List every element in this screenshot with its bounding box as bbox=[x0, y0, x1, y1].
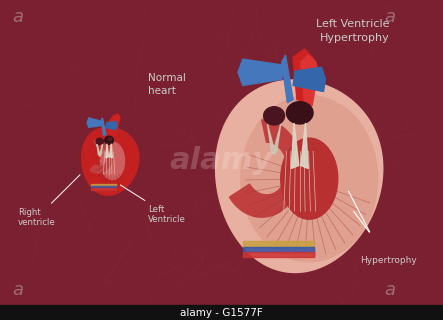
Polygon shape bbox=[241, 96, 377, 262]
Text: a: a bbox=[12, 8, 23, 26]
Polygon shape bbox=[243, 252, 314, 257]
Polygon shape bbox=[243, 242, 314, 247]
Polygon shape bbox=[291, 123, 299, 169]
Ellipse shape bbox=[264, 107, 284, 125]
Text: a: a bbox=[385, 281, 396, 299]
Polygon shape bbox=[113, 114, 120, 136]
Polygon shape bbox=[282, 55, 293, 103]
Polygon shape bbox=[97, 144, 100, 156]
Polygon shape bbox=[273, 124, 281, 154]
Polygon shape bbox=[229, 120, 302, 217]
Polygon shape bbox=[92, 184, 116, 186]
Polygon shape bbox=[109, 118, 115, 137]
Text: Left Ventricle
Hypertrophy: Left Ventricle Hypertrophy bbox=[316, 19, 390, 43]
Polygon shape bbox=[92, 188, 116, 189]
Polygon shape bbox=[281, 138, 338, 219]
Polygon shape bbox=[87, 118, 102, 127]
Polygon shape bbox=[106, 122, 117, 130]
Polygon shape bbox=[82, 127, 139, 195]
Text: Left
Ventricle: Left Ventricle bbox=[120, 185, 186, 224]
Polygon shape bbox=[99, 144, 102, 156]
Polygon shape bbox=[293, 67, 326, 92]
Text: alamy: alamy bbox=[169, 146, 273, 174]
Polygon shape bbox=[301, 123, 308, 169]
Text: alamy - G1577F: alamy - G1577F bbox=[179, 308, 262, 317]
Text: Hypertrophy: Hypertrophy bbox=[360, 256, 417, 265]
Polygon shape bbox=[301, 55, 318, 106]
Polygon shape bbox=[268, 124, 276, 154]
Text: a: a bbox=[12, 281, 23, 299]
Polygon shape bbox=[216, 80, 383, 273]
Ellipse shape bbox=[109, 138, 112, 140]
Polygon shape bbox=[110, 144, 113, 158]
Polygon shape bbox=[89, 140, 113, 173]
Text: Normal
heart: Normal heart bbox=[148, 73, 186, 96]
Polygon shape bbox=[101, 118, 106, 136]
Polygon shape bbox=[100, 142, 124, 180]
Polygon shape bbox=[238, 59, 284, 85]
Bar bbox=[0, 305, 443, 320]
Polygon shape bbox=[293, 49, 318, 103]
Polygon shape bbox=[243, 247, 314, 252]
Polygon shape bbox=[92, 186, 116, 188]
Ellipse shape bbox=[287, 102, 313, 124]
Ellipse shape bbox=[105, 136, 113, 144]
Polygon shape bbox=[106, 144, 109, 158]
Text: a: a bbox=[385, 8, 396, 26]
Text: Right
ventricle: Right ventricle bbox=[18, 175, 80, 228]
Ellipse shape bbox=[96, 138, 103, 145]
